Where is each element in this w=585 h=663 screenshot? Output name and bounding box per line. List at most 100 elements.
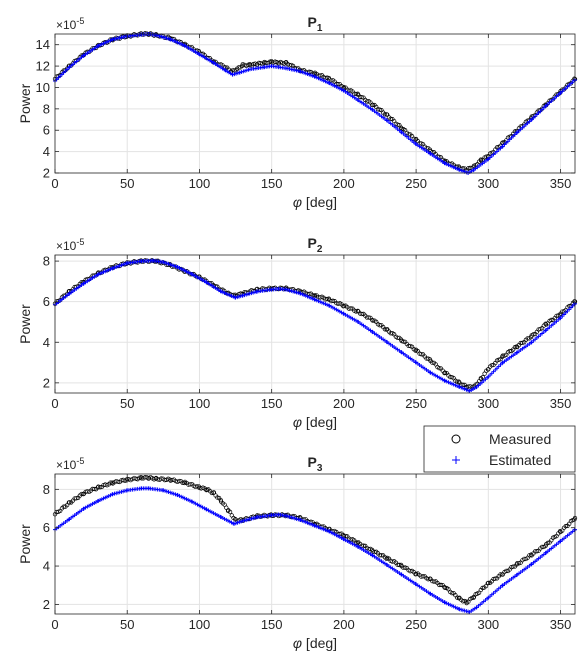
measured-point [377,107,382,112]
x-tick-label: 250 [405,617,427,632]
y-tick-label: 8 [43,101,50,116]
measured-point [545,540,550,546]
series-estimated [53,486,577,615]
x-tick-label: 100 [189,176,211,191]
measured-point [442,370,448,375]
x-tick-label: 0 [51,176,58,191]
measured-point [348,306,353,311]
legend-label-estimated: Estimated [489,452,551,468]
x-tick-label: 150 [261,617,283,632]
axes-box [54,254,576,394]
measured-point [177,478,182,484]
estimated-point [500,144,505,149]
plot-area [55,474,575,614]
x-tick-label: 350 [550,396,572,411]
measured-point [534,549,540,554]
measured-point [359,94,364,100]
y-tick-label: 4 [43,335,50,350]
measured-point [330,298,336,303]
measured-point [227,509,233,515]
legend: Measured Estimated [423,425,576,473]
measured-point [442,370,447,376]
measured-point [343,533,348,539]
x-tick-label: 350 [550,176,572,191]
measured-point [377,323,382,328]
subplot-title: P1 [308,14,323,34]
measured-point [395,335,400,341]
measured-point [480,375,485,380]
subplot-3: 0 50 100 150 200 250 300 350 2 4 6 8 ×10-5 P3 φ [deg] P… [17,454,578,651]
subplot-title: P3 [308,454,323,474]
estimated-point [413,141,418,146]
x-tick-label: 100 [189,396,211,411]
measured-point [498,572,503,577]
subplot-title: P2 [308,235,323,255]
measured-point [401,339,406,344]
x-tick-label: 200 [333,396,355,411]
y-tick-label: 8 [43,482,50,497]
y-axis-label: Power [17,304,33,344]
measured-point [222,502,227,507]
measured-point [108,480,113,485]
measured-point [419,352,424,357]
x-tick-label: 100 [189,617,211,632]
y-axis-label: Power [17,83,33,123]
measured-point [507,348,512,354]
measured-point [486,580,491,585]
x-tick-label: 300 [477,396,499,411]
measured-point [442,585,448,591]
measured-point [531,332,536,337]
measured-point [431,579,437,584]
measured-point [382,112,388,117]
y-tick-label: 6 [43,294,50,309]
x-tick-label: 150 [261,176,283,191]
x-tick-label: 350 [550,617,572,632]
estimated-point [543,551,548,556]
estimated-point [572,78,577,83]
legend-marker-measured [451,434,461,444]
y-tick-label: 2 [43,375,50,390]
measured-point [442,584,447,590]
measured-point [563,524,568,529]
measured-point [456,379,462,384]
estimated-point [543,328,548,333]
measured-point [384,556,389,561]
x-tick-label: 50 [120,617,134,632]
measured-point [359,311,364,317]
y-tick-label: 4 [43,559,50,574]
measured-point [204,487,209,492]
measured-point [159,476,164,481]
measured-point [97,485,103,490]
series-measured [52,475,578,606]
measured-point [324,296,330,302]
measured-point [437,366,442,371]
measured-point [557,529,563,534]
measured-point [67,500,72,505]
estimated-point [543,104,548,109]
measured-point [115,479,121,485]
measured-point [382,327,388,332]
measured-point [560,309,565,314]
y-tick-label: 8 [43,254,50,269]
y-tick-label: 2 [43,597,50,612]
measured-point [484,154,489,159]
axes-box [54,33,576,174]
axes-box [54,473,576,615]
measured-point [430,360,435,365]
measured-point [489,363,494,368]
y-tick-label: 12 [36,59,50,74]
measured-point [379,553,384,558]
estimated-point [500,361,505,366]
measured-point [361,543,366,548]
x-axis-label: φ [deg] [293,635,337,651]
measured-point [353,91,359,97]
legend-marker-estimated [452,456,460,464]
y-tick-label: 6 [43,123,50,138]
measured-point [95,485,100,490]
x-tick-label: 50 [120,176,134,191]
measured-point [272,59,278,64]
measured-point [79,491,84,497]
x-tick-label: 0 [51,396,58,411]
measured-point [438,582,444,588]
